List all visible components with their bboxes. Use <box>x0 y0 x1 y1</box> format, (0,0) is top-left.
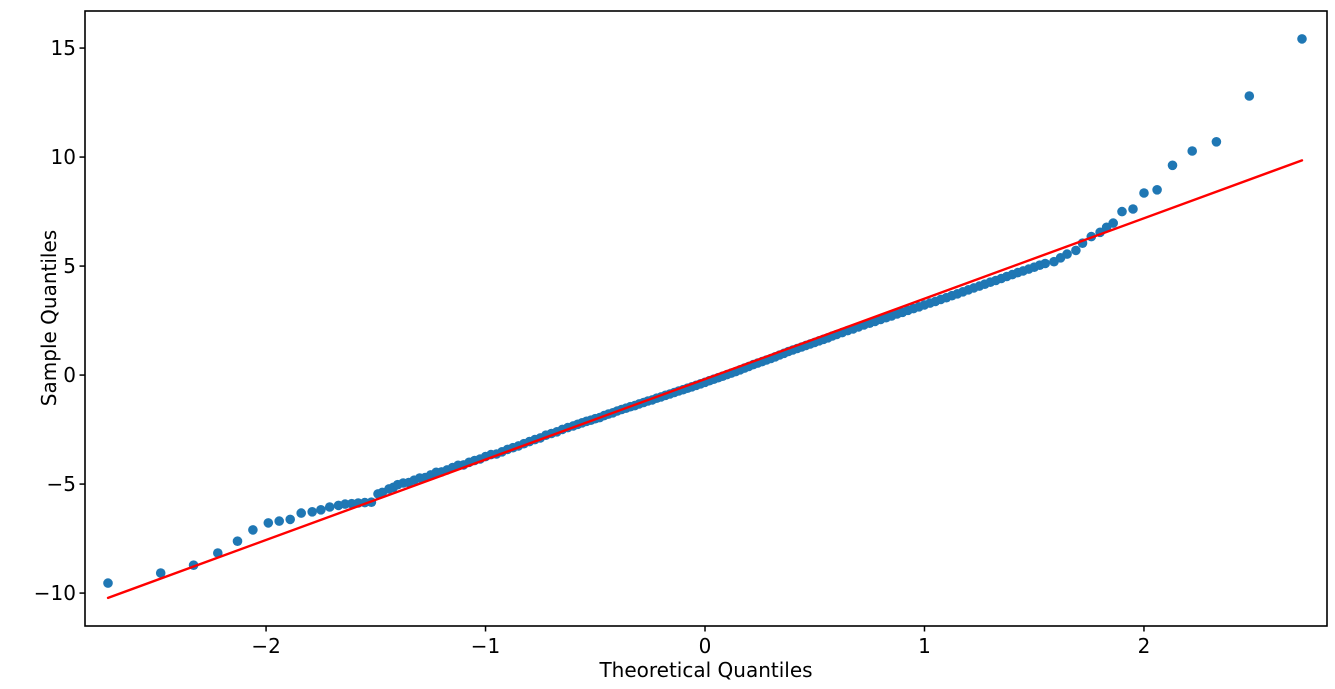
x-axis-label: Theoretical Quantiles <box>598 658 812 682</box>
y-axis-label: Sample Quantiles <box>37 230 61 406</box>
data-point <box>1128 204 1138 214</box>
data-point <box>1108 218 1118 228</box>
x-tick-label: 1 <box>918 634 931 658</box>
data-point <box>103 578 113 588</box>
data-point <box>1139 188 1149 198</box>
x-tick-label: −1 <box>471 634 500 658</box>
data-point <box>1167 160 1178 171</box>
data-point <box>248 525 258 535</box>
data-point <box>1071 245 1081 256</box>
y-tick-label: −10 <box>34 581 76 605</box>
axes-spines <box>84 10 1328 627</box>
reference-line <box>106 159 1304 600</box>
data-point <box>232 536 243 546</box>
data-point <box>316 505 326 515</box>
data-point <box>155 568 166 578</box>
y-tick-label: −5 <box>47 472 76 496</box>
data-point <box>1152 185 1162 195</box>
data-point <box>1040 258 1050 269</box>
data-point <box>1244 91 1255 101</box>
y-tick-label: 10 <box>51 145 76 169</box>
x-tick-label: 0 <box>699 634 712 658</box>
data-point <box>1117 206 1127 217</box>
data-point <box>307 507 318 517</box>
data-point <box>263 518 274 528</box>
y-tick-label: 15 <box>51 36 76 60</box>
data-point <box>1062 249 1072 259</box>
data-point <box>285 514 296 525</box>
x-tick-label: 2 <box>1138 634 1151 658</box>
data-point <box>1297 34 1307 44</box>
data-point <box>274 516 285 526</box>
data-point <box>296 508 307 518</box>
y-tick-label: 0 <box>63 363 76 387</box>
data-point <box>1211 137 1222 147</box>
data-point <box>1187 146 1197 156</box>
x-tick-label: −2 <box>251 634 280 658</box>
data-point <box>213 548 223 558</box>
y-tick-label: 5 <box>63 254 76 278</box>
plot-area <box>85 11 1327 626</box>
data-point <box>324 502 335 512</box>
